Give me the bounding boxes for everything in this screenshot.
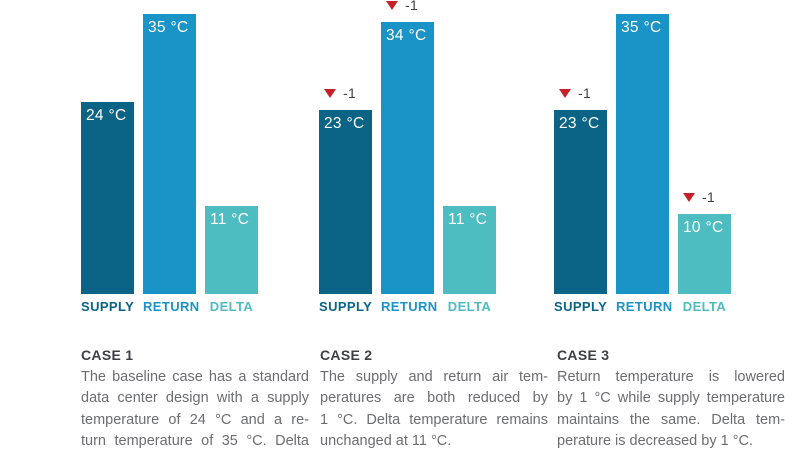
label-return: RETURN [143, 299, 200, 314]
bar-value-label: 23 °C [559, 115, 600, 132]
bar-value-label: 24 °C [86, 107, 127, 124]
change-label: -1 [702, 189, 716, 205]
label-return: RETURN [381, 299, 438, 314]
category-labels: SUPPLY RETURN DELTA [554, 299, 731, 314]
delta-bar: 11 °C [205, 206, 258, 294]
bar-column-return: 35 °C [616, 14, 669, 294]
bar-value-label: 35 °C [621, 19, 662, 36]
case-2-description: CASE 2 The supply and return air tem- pe… [320, 348, 548, 450]
bar-column-supply: -1 23 °C [319, 85, 372, 294]
case-title: CASE 2 [320, 347, 373, 363]
decrease-indicator: -1 [554, 85, 607, 101]
bar-value-label: 11 °C [448, 211, 488, 228]
decrease-indicator: -1 [678, 189, 731, 205]
description-line: Return temperature is lowered [557, 369, 785, 385]
description-line: maintains the same. Delta tem- [557, 411, 785, 428]
case-1-bars: 24 °C 35 °C 11 °C [81, 0, 258, 294]
bar-value-label: 10 °C [683, 219, 724, 236]
label-return: RETURN [616, 299, 673, 314]
category-labels: SUPPLY RETURN DELTA [319, 299, 496, 314]
return-bar: 34 °C [381, 22, 434, 294]
bar-column-delta: -1 10 °C [678, 189, 731, 294]
case-3-chart: -1 23 °C 35 °C -1 10 °C [554, 0, 731, 314]
delta-bar: 10 °C [678, 214, 731, 294]
case-3-description: CASE 3 Return temperature is lowered by … [557, 348, 785, 450]
description-line: temperature of 24 °C and a re- [81, 411, 309, 428]
description-line: peratures are both reduced by [320, 390, 548, 407]
triangle-down-icon [324, 88, 336, 98]
label-delta: DELTA [209, 299, 254, 314]
decrease-indicator: -1 [381, 0, 434, 13]
bar-column-return: -1 34 °C [381, 0, 434, 294]
delta-bar: 11 °C [443, 206, 496, 294]
label-delta: DELTA [447, 299, 492, 314]
label-supply: SUPPLY [81, 299, 135, 314]
case-1-chart: 24 °C 35 °C 11 °C SUPPLY RETURN DELTA [81, 0, 258, 314]
triangle-down-icon [559, 88, 571, 98]
category-labels: SUPPLY RETURN DELTA [81, 299, 258, 314]
description-line: 1 °C. Delta temperature remains [320, 411, 548, 428]
description-line: The baseline case has a standard [81, 369, 309, 385]
case-title: CASE 3 [557, 347, 610, 363]
case-title: CASE 1 [81, 347, 134, 363]
bar-value-label: 35 °C [148, 19, 189, 36]
bar-column-delta: 11 °C [443, 206, 496, 294]
description-line: unchanged at 11 °C. [320, 433, 452, 450]
bar-column-supply: 24 °C [81, 102, 134, 294]
decrease-indicator: -1 [319, 85, 372, 101]
label-delta: DELTA [682, 299, 727, 314]
triangle-down-icon [386, 0, 398, 10]
bar-column-return: 35 °C [143, 14, 196, 294]
description-line: turn temperature of 35 °C. Delta [81, 433, 309, 450]
change-label: -1 [343, 85, 357, 101]
supply-bar: 23 °C [319, 110, 372, 294]
triangle-down-icon [683, 192, 695, 202]
bar-column-delta: 11 °C [205, 206, 258, 294]
return-bar: 35 °C [143, 14, 196, 294]
description-line: perature is decreased by 1 °C. [557, 433, 754, 450]
supply-bar: 24 °C [81, 102, 134, 294]
case-2-bars: -1 23 °C -1 34 °C 11 °C [319, 0, 496, 294]
description-line: data center design with a supply [81, 390, 309, 407]
supply-bar: 23 °C [554, 110, 607, 294]
change-label: -1 [405, 0, 419, 13]
bar-value-label: 34 °C [386, 27, 427, 44]
label-supply: SUPPLY [319, 299, 373, 314]
description-line: by 1 °C while supply temperature [557, 390, 785, 407]
return-bar: 35 °C [616, 14, 669, 294]
case-3-bars: -1 23 °C 35 °C -1 10 °C [554, 0, 731, 294]
bar-value-label: 11 °C [210, 211, 250, 228]
label-supply: SUPPLY [554, 299, 608, 314]
case-2-chart: -1 23 °C -1 34 °C 11 °C [319, 0, 496, 314]
bar-column-supply: -1 23 °C [554, 85, 607, 294]
case-1-description: CASE 1 The baseline case has a standard … [81, 348, 309, 450]
change-label: -1 [578, 85, 592, 101]
description-line: The supply and return air tem- [320, 369, 548, 385]
bar-value-label: 23 °C [324, 115, 365, 132]
